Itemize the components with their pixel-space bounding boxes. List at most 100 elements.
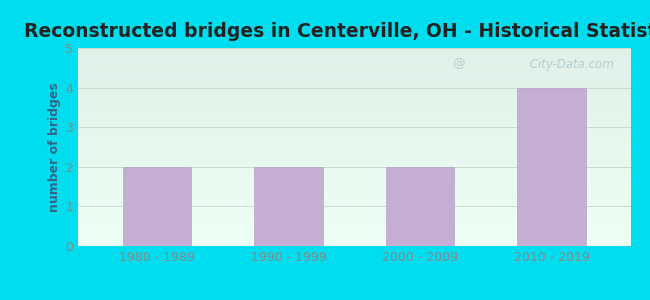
Bar [78, 137, 630, 138]
Bar [78, 88, 630, 90]
Bar [78, 209, 630, 210]
Bar [78, 203, 630, 204]
Bar [78, 164, 630, 165]
Bar [78, 187, 630, 188]
Bar [78, 161, 630, 162]
Bar [78, 56, 630, 57]
Bar [78, 139, 630, 140]
Bar [78, 58, 630, 59]
Bar [78, 147, 630, 148]
Bar [78, 175, 630, 176]
Bar [78, 55, 630, 56]
Bar [78, 197, 630, 199]
Bar [78, 148, 630, 149]
Bar [78, 186, 630, 187]
Bar [78, 171, 630, 172]
Bar [78, 82, 630, 83]
Bar [78, 240, 630, 241]
Bar [78, 214, 630, 215]
Bar [78, 126, 630, 127]
Bar [78, 182, 630, 183]
Bar [78, 138, 630, 139]
Bar [78, 68, 630, 69]
Bar [78, 133, 630, 134]
Bar [78, 146, 630, 147]
Bar [78, 141, 630, 142]
Bar [78, 228, 630, 229]
Bar [78, 62, 630, 63]
Bar [78, 97, 630, 98]
Bar [78, 118, 630, 119]
Bar [78, 229, 630, 230]
Bar [78, 208, 630, 209]
Bar [78, 121, 630, 122]
Bar [78, 212, 630, 213]
Bar [78, 100, 630, 101]
Bar [78, 104, 630, 105]
Bar [78, 140, 630, 141]
Bar [78, 91, 630, 92]
Bar [254, 167, 322, 246]
Bar [78, 238, 630, 239]
Bar [78, 242, 630, 243]
Bar [78, 50, 630, 51]
Bar [78, 49, 630, 50]
Bar [78, 211, 630, 212]
Bar [78, 173, 630, 174]
Bar [78, 113, 630, 114]
Bar [78, 130, 630, 131]
Bar [78, 54, 630, 55]
Bar [78, 244, 630, 245]
Bar [78, 144, 630, 145]
Bar [78, 159, 630, 160]
Bar [78, 131, 630, 132]
Bar [78, 216, 630, 217]
Bar [78, 160, 630, 161]
Bar [78, 184, 630, 186]
Y-axis label: number of bridges: number of bridges [48, 82, 61, 212]
Bar [78, 71, 630, 72]
Bar [78, 66, 630, 67]
Bar [78, 225, 630, 226]
Bar [78, 87, 630, 88]
Text: City-Data.com: City-Data.com [526, 58, 614, 71]
Bar [78, 217, 630, 218]
Bar [78, 189, 630, 190]
Bar [78, 180, 630, 181]
Bar [78, 76, 630, 77]
Bar [78, 221, 630, 222]
Bar [78, 78, 630, 79]
Bar [78, 101, 630, 102]
Bar [78, 60, 630, 61]
Bar [78, 81, 630, 82]
Bar [78, 226, 630, 227]
Bar [78, 85, 630, 86]
Bar [78, 169, 630, 170]
Bar [78, 172, 630, 173]
Bar [78, 237, 630, 238]
Bar [78, 124, 630, 125]
Bar [78, 119, 630, 120]
Bar [78, 103, 630, 104]
Bar [78, 61, 630, 62]
Bar [78, 152, 630, 153]
Bar [78, 163, 630, 164]
Bar [78, 241, 630, 242]
Bar [78, 90, 630, 91]
Bar [78, 107, 630, 108]
Bar [78, 215, 630, 216]
Bar [517, 88, 586, 246]
Bar [78, 92, 630, 94]
Bar [78, 63, 630, 64]
Bar [78, 243, 630, 244]
Bar [78, 123, 630, 124]
Bar [78, 235, 630, 236]
Bar [78, 129, 630, 130]
Bar [78, 110, 630, 111]
Bar [78, 143, 630, 144]
Bar [78, 151, 630, 152]
Bar [78, 115, 630, 116]
Bar [78, 117, 630, 118]
Bar [78, 102, 630, 104]
Bar [78, 233, 630, 234]
